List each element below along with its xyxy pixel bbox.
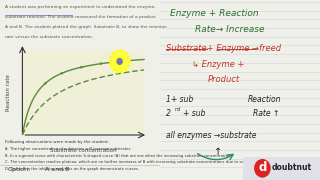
Text: Following observations were made by the student:: Following observations were made by the … <box>5 140 109 144</box>
Text: Product: Product <box>208 75 240 84</box>
Text: 2: 2 <box>166 109 171 118</box>
Bar <box>243 157 320 180</box>
Text: d: d <box>258 161 267 174</box>
Text: + sub: + sub <box>183 109 206 118</box>
Text: rate versus the substrate concentration.: rate versus the substrate concentration. <box>5 35 93 39</box>
Text: all enzymes →substrate: all enzymes →substrate <box>166 130 257 140</box>
Circle shape <box>117 58 122 64</box>
Text: ↑: ↑ <box>213 147 222 157</box>
Text: B. In a sigmoid curve with characteristic S-shaped curve (A) that are enz when t: B. In a sigmoid curve with characteristi… <box>5 154 231 158</box>
Text: Rate ↑: Rate ↑ <box>253 109 279 118</box>
Text: Enzyme + Reaction: Enzyme + Reaction <box>170 9 258 18</box>
Text: A and B. The student plotted the graph. Substrate B, to show the reaction: A and B. The student plotted the graph. … <box>5 25 166 29</box>
Text: A student was performing an experiment to understand the enzyme-: A student was performing an experiment t… <box>5 5 156 9</box>
Text: A and B: A and B <box>45 167 69 172</box>
Circle shape <box>254 159 271 178</box>
Text: doubtnut: doubtnut <box>272 163 312 172</box>
Text: D. Curve B is the inhibitor enzymes on the graph demonstrate curves.: D. Curve B is the inhibitor enzymes on t… <box>5 167 139 171</box>
Text: Substrate+ Enzyme →freed: Substrate+ Enzyme →freed <box>166 44 282 53</box>
Text: ↳ Enzyme +: ↳ Enzyme + <box>192 60 244 69</box>
Text: 1+ sub: 1+ sub <box>166 95 194 104</box>
Text: Reaction rate: Reaction rate <box>5 74 11 111</box>
Text: substrate reaction. The student measured the formation of a product: substrate reaction. The student measured… <box>5 15 156 19</box>
Text: Rate→ Increase: Rate→ Increase <box>195 25 265 34</box>
Circle shape <box>112 53 127 70</box>
Text: C. The concentration reaches plateau, which are no further increases of B with i: C. The concentration reaches plateau, wh… <box>5 160 317 164</box>
Bar <box>22 50 144 135</box>
Text: nd: nd <box>175 107 181 112</box>
Text: Substrate concentration: Substrate concentration <box>50 148 116 154</box>
Text: Option:: Option: <box>8 167 31 172</box>
Text: Reaction: Reaction <box>248 95 282 104</box>
Text: A. The higher concentration of substrates will increase substrates.: A. The higher concentration of substrate… <box>5 147 132 151</box>
